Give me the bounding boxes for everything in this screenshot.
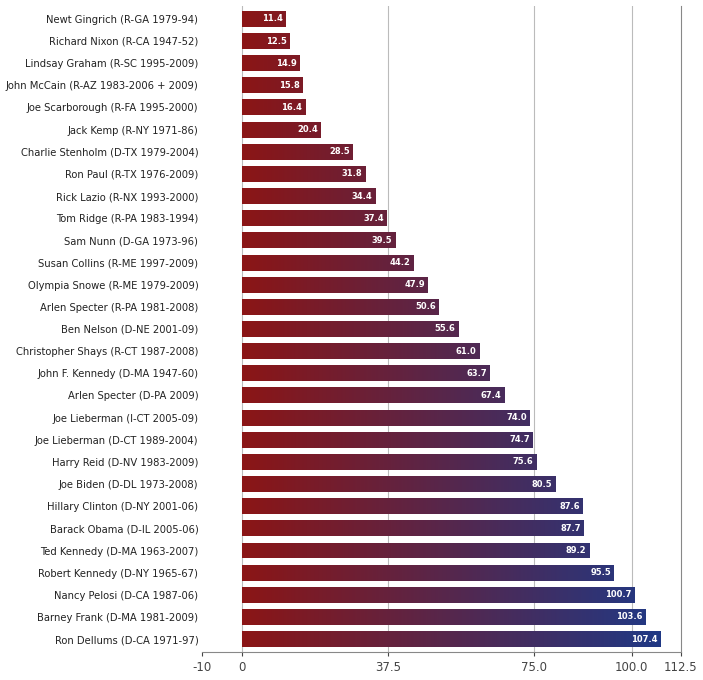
Text: 87.7: 87.7 — [560, 524, 581, 533]
Text: 12.5: 12.5 — [266, 37, 287, 46]
Text: 28.5: 28.5 — [329, 148, 349, 156]
Text: 47.9: 47.9 — [405, 280, 425, 289]
Text: 20.4: 20.4 — [297, 125, 318, 134]
Text: 11.4: 11.4 — [262, 14, 283, 23]
Text: 75.6: 75.6 — [512, 458, 534, 466]
Text: 74.0: 74.0 — [507, 413, 527, 422]
Text: 16.4: 16.4 — [281, 103, 302, 112]
Text: 103.6: 103.6 — [617, 613, 643, 622]
Text: 107.4: 107.4 — [631, 634, 657, 644]
Text: 67.4: 67.4 — [481, 391, 501, 400]
Text: 87.6: 87.6 — [560, 502, 580, 511]
Text: 100.7: 100.7 — [605, 590, 631, 599]
Text: 44.2: 44.2 — [390, 258, 411, 267]
Text: 39.5: 39.5 — [372, 236, 392, 245]
Text: 14.9: 14.9 — [276, 58, 297, 67]
Text: 95.5: 95.5 — [591, 568, 611, 577]
Text: 55.6: 55.6 — [434, 324, 456, 333]
Text: 61.0: 61.0 — [456, 347, 477, 356]
Text: 50.6: 50.6 — [415, 303, 436, 311]
Text: 80.5: 80.5 — [532, 479, 553, 488]
Text: 89.2: 89.2 — [566, 546, 586, 555]
Text: 31.8: 31.8 — [342, 169, 363, 178]
Text: 37.4: 37.4 — [363, 214, 385, 223]
Text: 74.7: 74.7 — [510, 435, 530, 444]
Text: 34.4: 34.4 — [352, 192, 373, 201]
Text: 15.8: 15.8 — [279, 81, 300, 90]
Text: 63.7: 63.7 — [466, 369, 487, 378]
